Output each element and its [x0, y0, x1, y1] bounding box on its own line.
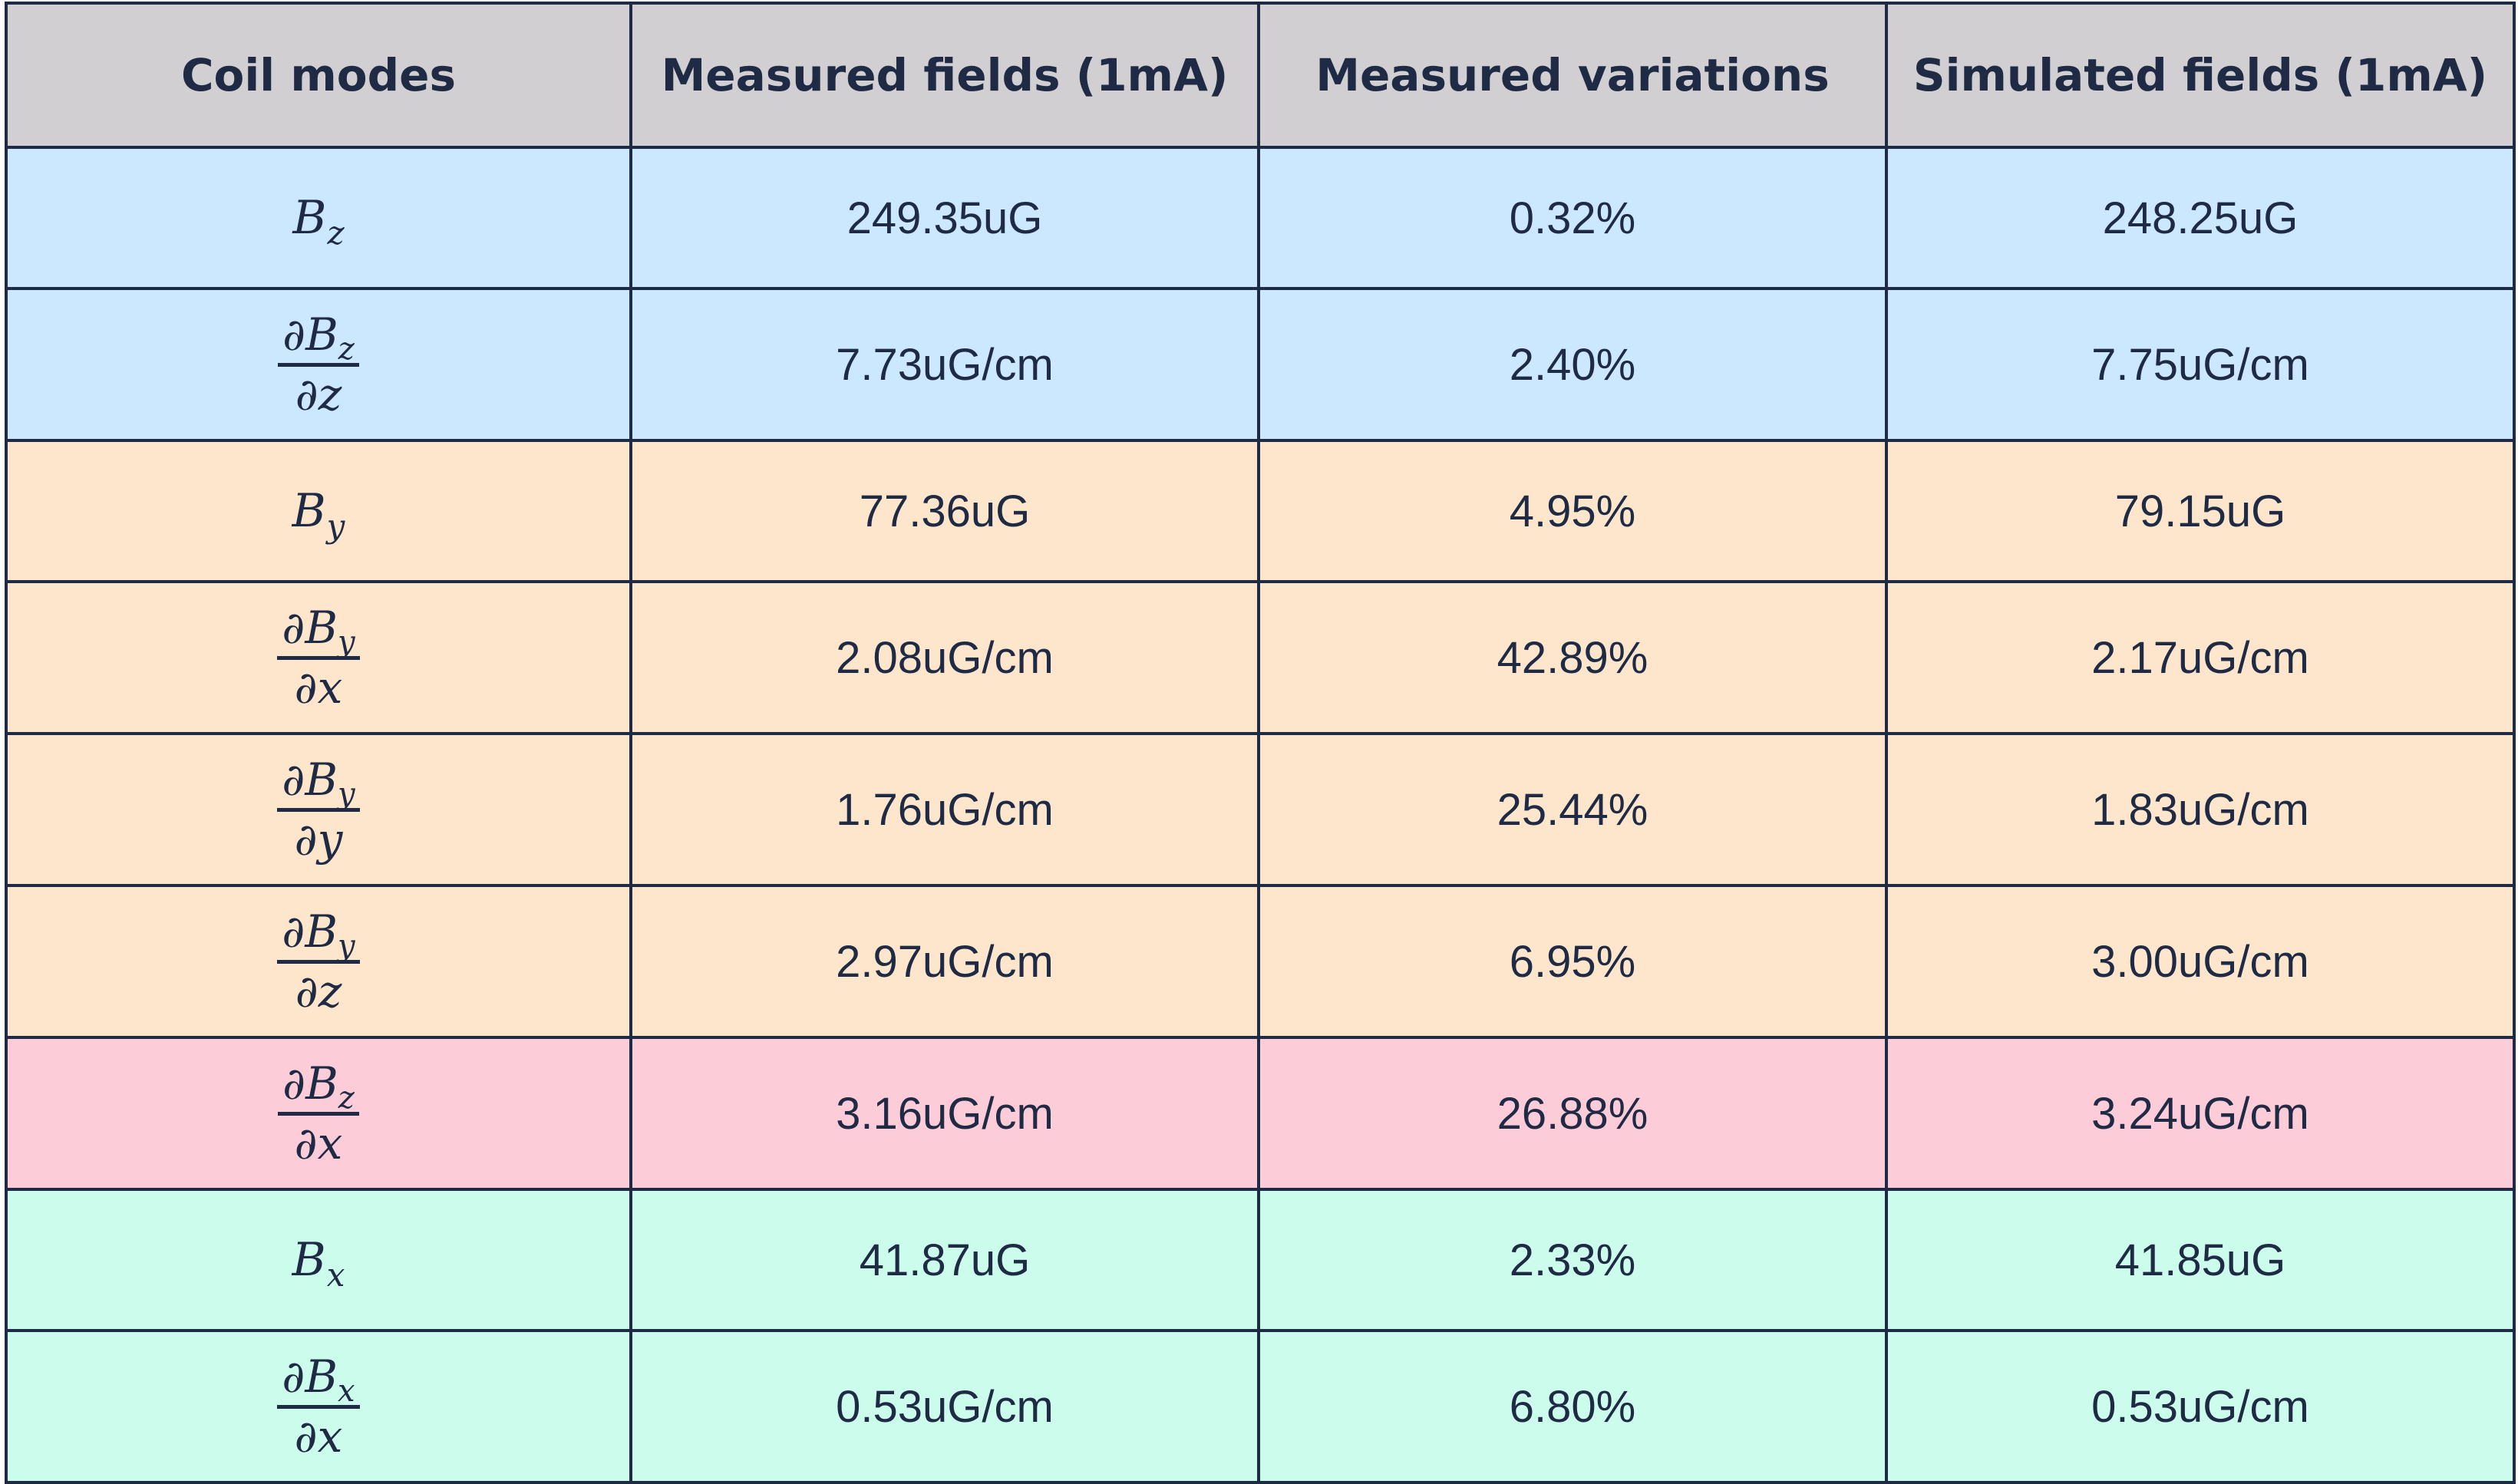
measured-field-cell: 2.97uG/cm — [629, 884, 1260, 1039]
fraction-denominator: ∂x — [294, 661, 343, 714]
table-row: By 77.36uG 4.95% 79.15uG — [5, 439, 2516, 583]
fraction-denominator: ∂x — [294, 1410, 343, 1463]
simulated-field-cell: 248.25uG — [1885, 146, 2516, 290]
gradient-fraction: ∂Bx ∂x — [277, 1353, 360, 1463]
fraction-denominator: ∂z — [295, 965, 342, 1017]
measured-variation-cell: 2.33% — [1257, 1188, 1888, 1332]
numerator-base: ∂B — [282, 601, 338, 654]
simulated-field-cell: 79.15uG — [1885, 439, 2516, 583]
coil-mode-cell: ∂Bz ∂x — [5, 1036, 632, 1191]
gradient-fraction: ∂By ∂x — [277, 601, 360, 714]
header-row: Coil modes Measured fields (1mA) Measure… — [5, 2, 2516, 149]
simulated-field-cell: 3.00uG/cm — [1885, 884, 2516, 1039]
numerator-base: ∂B — [282, 308, 338, 361]
numerator-subscript: y — [338, 624, 355, 660]
coil-modes-table: Coil modes Measured fields (1mA) Measure… — [5, 2, 2516, 1484]
simulated-field-cell: 41.85uG — [1885, 1188, 2516, 1332]
coil-mode-cell: ∂By ∂x — [5, 580, 632, 735]
header-measured-fields: Measured fields (1mA) — [629, 2, 1260, 149]
fraction-numerator: ∂Bz — [278, 1060, 359, 1116]
fraction-numerator: ∂Bx — [277, 1353, 360, 1409]
fraction-denominator: ∂y — [294, 813, 343, 866]
coil-mode-cell: Bx — [5, 1188, 632, 1332]
table-row: ∂Bz ∂z 7.73uG/cm 2.40% 7.75uG/cm — [5, 287, 2516, 442]
coil-modes-table-container: Coil modes Measured fields (1mA) Measure… — [5, 2, 2516, 1484]
gradient-fraction: ∂By ∂z — [277, 908, 360, 1017]
table-row: Bz 249.35uG 0.32% 248.25uG — [5, 146, 2516, 290]
simulated-field-cell: 7.75uG/cm — [1885, 287, 2516, 442]
measured-field-cell: 1.76uG/cm — [629, 732, 1260, 887]
field-symbol: By — [292, 488, 345, 542]
gradient-fraction: ∂By ∂y — [277, 753, 360, 866]
table-row: ∂Bz ∂x 3.16uG/cm 26.88% 3.24uG/cm — [5, 1036, 2516, 1191]
field-symbol-base: B — [292, 1232, 326, 1287]
coil-mode-cell: ∂By ∂y — [5, 732, 632, 887]
measured-variation-cell: 25.44% — [1257, 732, 1888, 887]
measured-variation-cell: 0.32% — [1257, 146, 1888, 290]
header-coil-modes: Coil modes — [5, 2, 632, 149]
numerator-base: ∂B — [282, 1057, 338, 1110]
fraction-denominator: ∂z — [295, 368, 342, 420]
measured-field-cell: 2.08uG/cm — [629, 580, 1260, 735]
field-symbol-base: B — [292, 483, 326, 538]
measured-field-cell: 249.35uG — [629, 146, 1260, 290]
simulated-field-cell: 2.17uG/cm — [1885, 580, 2516, 735]
header-measured-variations: Measured variations — [1257, 2, 1888, 149]
field-symbol-subscript: y — [326, 506, 345, 545]
fraction-numerator: ∂Bz — [278, 311, 359, 367]
simulated-field-cell: 3.24uG/cm — [1885, 1036, 2516, 1191]
measured-field-cell: 41.87uG — [629, 1188, 1260, 1332]
table-row: Bx 41.87uG 2.33% 41.85uG — [5, 1188, 2516, 1332]
table-header: Coil modes Measured fields (1mA) Measure… — [5, 2, 2516, 149]
field-symbol-base: B — [292, 190, 327, 245]
measured-variation-cell: 6.80% — [1257, 1329, 1888, 1484]
coil-mode-cell: ∂Bz ∂z — [5, 287, 632, 442]
numerator-subscript: z — [338, 1080, 355, 1116]
numerator-base: ∂B — [282, 753, 338, 806]
measured-variation-cell: 2.40% — [1257, 287, 1888, 442]
coil-mode-cell: ∂Bx ∂x — [5, 1329, 632, 1484]
numerator-subscript: y — [338, 928, 355, 964]
table-row: ∂By ∂y 1.76uG/cm 25.44% 1.83uG/cm — [5, 732, 2516, 887]
coil-mode-cell: By — [5, 439, 632, 583]
fraction-numerator: ∂By — [277, 908, 360, 964]
simulated-field-cell: 1.83uG/cm — [1885, 732, 2516, 887]
numerator-subscript: y — [338, 776, 355, 812]
field-symbol: Bz — [292, 195, 344, 249]
table-row: ∂By ∂z 2.97uG/cm 6.95% 3.00uG/cm — [5, 884, 2516, 1039]
field-symbol: Bx — [292, 1237, 345, 1291]
numerator-base: ∂B — [282, 1350, 338, 1403]
table-row: ∂By ∂x 2.08uG/cm 42.89% 2.17uG/cm — [5, 580, 2516, 735]
header-simulated-fields: Simulated fields (1mA) — [1885, 2, 2516, 149]
measured-field-cell: 77.36uG — [629, 439, 1260, 583]
coil-mode-cell: ∂By ∂z — [5, 884, 632, 1039]
numerator-subscript: x — [338, 1373, 355, 1409]
table-body: Bz 249.35uG 0.32% 248.25uG ∂Bz ∂z 7.73uG… — [5, 146, 2516, 1484]
numerator-subscript: z — [338, 331, 355, 367]
measured-variation-cell: 26.88% — [1257, 1036, 1888, 1191]
numerator-base: ∂B — [282, 905, 338, 958]
measured-field-cell: 3.16uG/cm — [629, 1036, 1260, 1191]
fraction-numerator: ∂By — [277, 601, 360, 660]
field-symbol-subscript: x — [326, 1255, 345, 1294]
table-row: ∂Bx ∂x 0.53uG/cm 6.80% 0.53uG/cm — [5, 1329, 2516, 1484]
measured-variation-cell: 42.89% — [1257, 580, 1888, 735]
gradient-fraction: ∂Bz ∂x — [278, 1060, 359, 1167]
simulated-field-cell: 0.53uG/cm — [1885, 1329, 2516, 1484]
field-symbol-subscript: z — [327, 213, 345, 252]
measured-variation-cell: 4.95% — [1257, 439, 1888, 583]
measured-field-cell: 0.53uG/cm — [629, 1329, 1260, 1484]
measured-variation-cell: 6.95% — [1257, 884, 1888, 1039]
fraction-denominator: ∂x — [294, 1116, 343, 1169]
fraction-numerator: ∂By — [277, 753, 360, 812]
measured-field-cell: 7.73uG/cm — [629, 287, 1260, 442]
gradient-fraction: ∂Bz ∂z — [278, 311, 359, 420]
coil-mode-cell: Bz — [5, 146, 632, 290]
